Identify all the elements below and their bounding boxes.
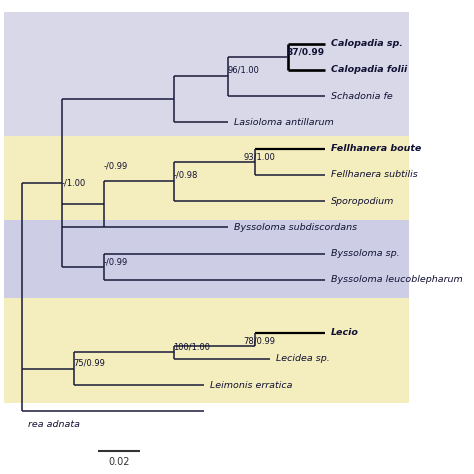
Text: Lecio: Lecio (331, 328, 359, 337)
Bar (4, 298, 410, 403)
Bar (4, 12, 410, 136)
Text: -/1.00: -/1.00 (62, 179, 86, 188)
Text: Fellhanera boute: Fellhanera boute (331, 144, 421, 153)
Text: 96/1.00: 96/1.00 (228, 65, 260, 74)
Text: -/0.99: -/0.99 (104, 161, 128, 170)
Text: Fellhanera subtilis: Fellhanera subtilis (331, 171, 418, 180)
Text: 75/0.99: 75/0.99 (74, 359, 106, 368)
Text: 0.02: 0.02 (109, 457, 130, 467)
Bar (4, 219, 410, 298)
Text: Byssoloma leucoblepharum: Byssoloma leucoblepharum (331, 275, 463, 284)
Text: 87/0.99: 87/0.99 (287, 47, 325, 56)
Text: -/0.98: -/0.98 (173, 171, 198, 180)
Text: -/0.99: -/0.99 (104, 257, 128, 266)
Text: rea adnata: rea adnata (28, 420, 81, 429)
Bar (4, 136, 410, 219)
Text: Lasioloma antillarum: Lasioloma antillarum (234, 118, 334, 127)
Text: Schadonia fe: Schadonia fe (331, 91, 392, 100)
Text: Leimonis erratica: Leimonis erratica (210, 381, 292, 390)
Text: Calopadia folii: Calopadia folii (331, 65, 407, 74)
Text: Lecidea sp.: Lecidea sp. (276, 354, 330, 363)
Text: Sporopodium: Sporopodium (331, 197, 394, 206)
Text: Calopadia sp.: Calopadia sp. (331, 39, 402, 48)
Text: Byssoloma subdiscordans: Byssoloma subdiscordans (234, 223, 357, 232)
Text: Byssoloma sp.: Byssoloma sp. (331, 249, 400, 258)
Text: 93/1.00: 93/1.00 (243, 152, 275, 161)
Text: 100/1.00: 100/1.00 (173, 342, 210, 351)
Text: 78/0.99: 78/0.99 (243, 336, 275, 345)
